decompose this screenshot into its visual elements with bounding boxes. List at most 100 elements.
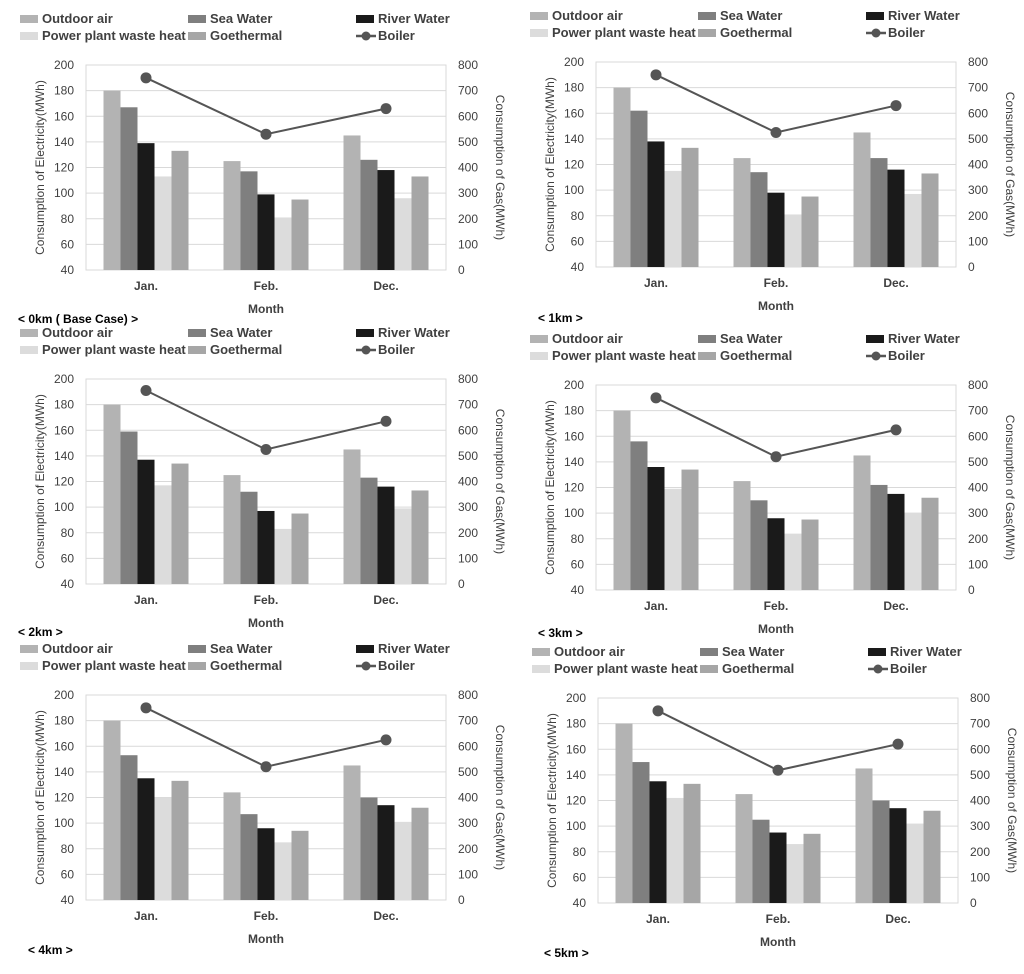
legend-swatch [188, 32, 206, 40]
bar-goethermal-1 [801, 519, 819, 590]
y-tick-label: 80 [61, 842, 75, 856]
panel-label: < 1km > [538, 311, 583, 325]
bar-sea-water-2 [870, 484, 888, 590]
y2-tick-label: 600 [458, 423, 478, 437]
bar-power-plant-waste-heat-0 [664, 170, 682, 267]
legend-item: Sea Water [188, 11, 272, 26]
legend-swatch [868, 648, 886, 656]
panel-label: < 4km > [28, 943, 73, 957]
legend-label: Power plant waste heat [42, 342, 186, 357]
y2-axis-title: Consumption of Gas(MWh) [1003, 92, 1017, 237]
bar-river-water-1 [257, 828, 275, 900]
x-tick-label: Dec. [373, 909, 398, 923]
boiler-point-0 [650, 69, 662, 81]
boiler-point-0 [140, 72, 152, 84]
y-tick-label: 180 [564, 81, 584, 95]
legend-swatch [530, 335, 548, 343]
legend-swatch [20, 662, 38, 670]
y2-tick-label: 200 [458, 212, 478, 226]
y-tick-label: 180 [54, 84, 74, 98]
legend-marker [873, 664, 883, 674]
bar-river-water-0 [137, 143, 155, 270]
y2-tick-label: 300 [458, 500, 478, 514]
bar-power-plant-waste-heat-1 [274, 217, 292, 270]
y2-tick-label: 0 [968, 260, 975, 274]
legend-label: Power plant waste heat [552, 25, 696, 40]
y2-tick-label: 0 [968, 583, 975, 597]
y-tick-label: 180 [54, 714, 74, 728]
legend-item: Goethermal [188, 658, 282, 673]
legend-label: Power plant waste heat [552, 348, 696, 363]
y-tick-label: 180 [54, 398, 74, 412]
bar-river-water-2 [887, 169, 905, 267]
bar-sea-water-1 [240, 171, 258, 270]
y-axis-title: Consumption of Electricity(MWh) [33, 710, 47, 885]
legend-label: Power plant waste heat [42, 658, 186, 673]
legend-swatch [20, 329, 38, 337]
x-tick-label: Jan. [644, 599, 668, 613]
legend-swatch [698, 29, 716, 37]
bar-sea-water-1 [240, 814, 258, 900]
legend-item: River Water [866, 8, 960, 23]
legend-label: Outdoor air [552, 331, 623, 346]
legend-item: Sea Water [188, 641, 272, 656]
bar-power-plant-waste-heat-2 [906, 823, 924, 903]
legend-swatch [188, 346, 206, 354]
y2-tick-label: 500 [458, 135, 478, 149]
bar-power-plant-waste-heat-0 [154, 797, 172, 900]
y-tick-label: 40 [61, 263, 75, 277]
x-tick-label: Jan. [646, 912, 670, 926]
legend-item: River Water [866, 331, 960, 346]
legend-label: Sea Water [720, 8, 782, 23]
legend-label: Boiler [378, 28, 415, 43]
bar-goethermal-2 [923, 810, 941, 903]
x-tick-label: Dec. [373, 593, 398, 607]
bar-sea-water-0 [632, 762, 650, 903]
bar-power-plant-waste-heat-1 [786, 844, 804, 903]
chart-panel-1: Outdoor air Sea Water River Water Power pla… [530, 8, 1017, 313]
bar-river-water-1 [767, 518, 785, 590]
legend-swatch [188, 645, 206, 653]
legend-swatch [356, 15, 374, 23]
y-tick-label: 100 [564, 506, 584, 520]
y-tick-label: 140 [54, 765, 74, 779]
legend-swatch [532, 648, 550, 656]
legend-swatch [188, 329, 206, 337]
legend-item: Goethermal [698, 348, 792, 363]
y-tick-label: 40 [61, 577, 75, 591]
bar-goethermal-0 [171, 463, 189, 584]
y2-tick-label: 100 [458, 551, 478, 565]
chart-panel-2: Outdoor air Sea Water River Water Power pla… [20, 325, 507, 630]
bar-power-plant-waste-heat-2 [394, 508, 412, 584]
bar-river-water-0 [137, 778, 155, 900]
legend-item: Boiler [356, 342, 415, 357]
legend-swatch [532, 665, 550, 673]
bar-goethermal-0 [681, 469, 699, 590]
legend-label: Power plant waste heat [554, 661, 698, 676]
y-tick-label: 80 [61, 212, 75, 226]
legend-swatch [188, 662, 206, 670]
legend-item: Outdoor air [20, 11, 113, 26]
legend-swatch [188, 15, 206, 23]
x-tick-label: Feb. [254, 909, 279, 923]
boiler-line [655, 73, 897, 134]
y-tick-label: 40 [571, 583, 585, 597]
bar-power-plant-waste-heat-2 [394, 821, 412, 900]
bar-outdoor-air-2 [343, 765, 361, 900]
y2-tick-label: 600 [968, 429, 988, 443]
bar-power-plant-waste-heat-0 [666, 797, 684, 903]
y-tick-label: 80 [571, 532, 585, 546]
boiler-point-1 [770, 126, 782, 138]
bar-sea-water-0 [120, 431, 138, 584]
bar-river-water-2 [887, 493, 905, 590]
bar-outdoor-air-1 [223, 792, 241, 900]
y2-tick-label: 700 [458, 84, 478, 98]
legend-swatch [700, 665, 718, 673]
x-tick-label: Jan. [134, 593, 158, 607]
legend-marker [361, 661, 371, 671]
y-tick-label: 140 [54, 135, 74, 149]
bar-outdoor-air-1 [735, 794, 753, 903]
y-tick-label: 100 [564, 183, 584, 197]
legend-swatch [698, 352, 716, 360]
